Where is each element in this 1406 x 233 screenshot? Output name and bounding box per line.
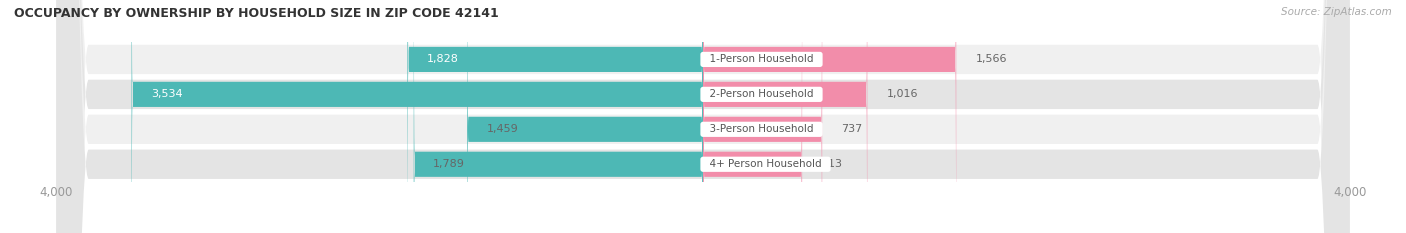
FancyBboxPatch shape (703, 0, 801, 233)
FancyBboxPatch shape (56, 0, 1350, 233)
Text: 4+ Person Household: 4+ Person Household (703, 159, 828, 169)
FancyBboxPatch shape (408, 0, 703, 233)
Text: 3,534: 3,534 (150, 89, 183, 99)
FancyBboxPatch shape (56, 0, 1350, 233)
Text: 1,828: 1,828 (427, 55, 458, 64)
FancyBboxPatch shape (703, 0, 868, 233)
Text: 1,566: 1,566 (976, 55, 1007, 64)
Text: 1,459: 1,459 (486, 124, 519, 134)
FancyBboxPatch shape (56, 0, 1350, 233)
Text: 3-Person Household: 3-Person Household (703, 124, 820, 134)
FancyBboxPatch shape (467, 0, 703, 233)
Text: 1,016: 1,016 (887, 89, 918, 99)
FancyBboxPatch shape (703, 0, 823, 233)
FancyBboxPatch shape (413, 0, 703, 233)
Text: 2-Person Household: 2-Person Household (703, 89, 820, 99)
FancyBboxPatch shape (703, 0, 956, 233)
Text: 613: 613 (821, 159, 842, 169)
FancyBboxPatch shape (132, 0, 703, 233)
Text: 1,789: 1,789 (433, 159, 465, 169)
Text: 737: 737 (842, 124, 863, 134)
Text: Source: ZipAtlas.com: Source: ZipAtlas.com (1281, 7, 1392, 17)
Text: 1-Person Household: 1-Person Household (703, 55, 820, 64)
FancyBboxPatch shape (56, 0, 1350, 233)
Text: OCCUPANCY BY OWNERSHIP BY HOUSEHOLD SIZE IN ZIP CODE 42141: OCCUPANCY BY OWNERSHIP BY HOUSEHOLD SIZE… (14, 7, 499, 20)
